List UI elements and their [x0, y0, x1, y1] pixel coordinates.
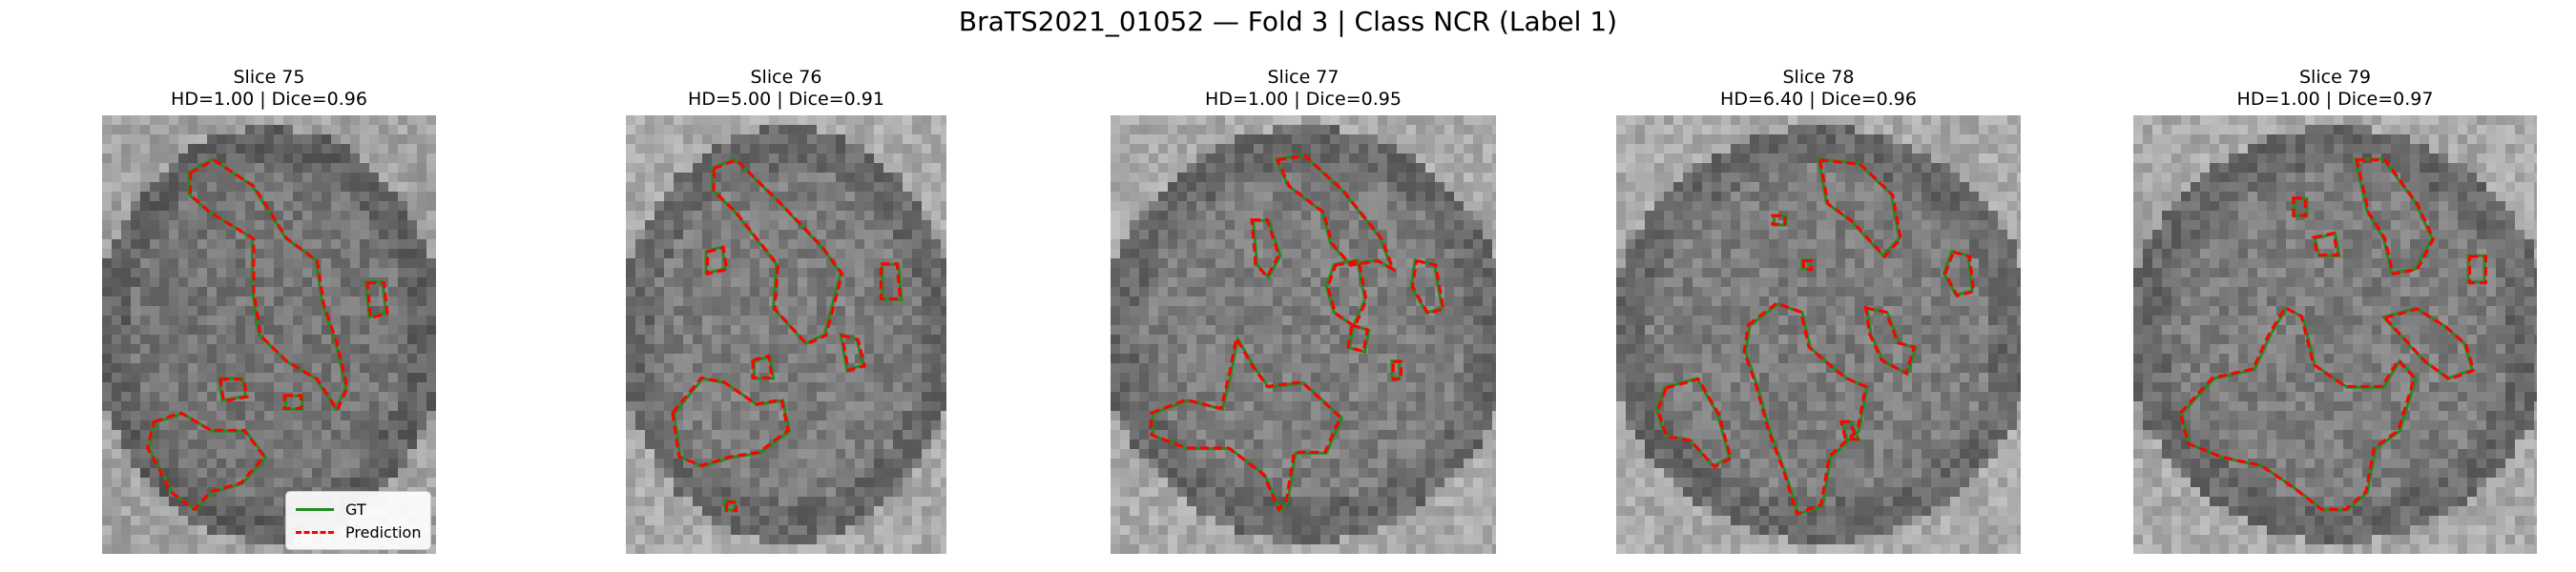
prediction-contour: [2311, 231, 2339, 256]
slice-panel-76: Slice 76 HD=5.00 | Dice=0.91: [626, 67, 946, 554]
slice-image-svg: [102, 115, 436, 554]
gt-contour: [1347, 323, 1371, 355]
prediction-contour: [2468, 255, 2487, 285]
mri-background: [1616, 115, 2021, 554]
prediction-contour: [1771, 214, 1787, 226]
slice-panel-79: Slice 79 HD=1.00 | Dice=0.97: [2133, 67, 2537, 554]
gt-contour: [2180, 306, 2418, 512]
solid-line-icon: [296, 507, 334, 511]
prediction-contour: [145, 411, 266, 512]
prediction-contour: [671, 376, 790, 467]
prediction-contour: [840, 333, 866, 373]
prediction-contour: [1802, 259, 1814, 272]
slice-panel-75: Slice 75 HD=1.00 | Dice=0.96 GT Prediction: [102, 67, 436, 554]
prediction-contour: [2355, 158, 2436, 276]
prediction-contour: [1150, 334, 1342, 513]
panel-metrics: HD=1.00 | Dice=0.97: [2236, 89, 2434, 110]
prediction-contour: [365, 281, 389, 320]
prediction-contour: [1276, 153, 1397, 274]
slice-image: [1616, 115, 2021, 554]
mri-background: [102, 115, 436, 554]
prediction-contour: [879, 262, 903, 300]
slice-image-svg: [1616, 115, 2021, 554]
legend-item: Prediction: [296, 521, 421, 543]
slice-image: [2133, 115, 2537, 554]
legend-label: GT: [345, 500, 366, 519]
figure-suptitle: BraTS2021_01052 — Fold 3 | Class NCR (La…: [958, 6, 1618, 37]
gt-contour: [672, 377, 792, 468]
prediction-contour: [218, 378, 249, 403]
prediction-contour: [2292, 196, 2307, 217]
panel-metrics: HD=6.40 | Dice=0.96: [1720, 89, 1917, 110]
gt-contour: [752, 355, 776, 380]
panel-metrics: HD=1.00 | Dice=0.95: [1205, 89, 1402, 110]
mri-background: [2133, 115, 2537, 554]
slice-image-svg: [2133, 115, 2537, 554]
slice-image-svg: [626, 115, 946, 554]
slice-panel-77: Slice 77 HD=1.00 | Dice=0.95: [1111, 67, 1496, 554]
prediction-contour: [1863, 305, 1917, 376]
prediction-contour: [1839, 419, 1860, 441]
slice-image-svg: [1111, 115, 1496, 554]
prediction-contour: [725, 500, 738, 513]
gt-contour: [2380, 306, 2475, 380]
panel-title: Slice 78: [1782, 67, 1855, 88]
legend-item: GT: [296, 498, 421, 521]
panel-title: Slice 76: [750, 67, 822, 88]
gt-contour: [1151, 335, 1344, 513]
prediction-contour: [2382, 307, 2476, 381]
prediction-contour: [1656, 378, 1733, 469]
prediction-contour: [189, 158, 349, 414]
prediction-contour: [1391, 359, 1402, 381]
prediction-contour: [1818, 158, 1902, 259]
prediction-contour: [1346, 323, 1369, 354]
slice-image: [1111, 115, 1496, 554]
panel-title: Slice 77: [1267, 67, 1340, 88]
panel-metrics: HD=1.00 | Dice=0.96: [171, 89, 367, 110]
mri-background: [626, 115, 946, 554]
slice-image: [626, 115, 946, 554]
panel-title: Slice 79: [2299, 67, 2371, 88]
slice-image: [102, 115, 436, 554]
legend: GT Prediction: [285, 491, 432, 550]
prediction-contour: [2178, 305, 2417, 511]
gt-contour: [704, 245, 727, 276]
legend-label: Prediction: [345, 522, 422, 541]
panel-metrics: HD=5.00 | Dice=0.91: [688, 89, 884, 110]
slice-panel-78: Slice 78 HD=6.40 | Dice=0.96: [1616, 67, 2021, 554]
prediction-contour: [1943, 250, 1976, 298]
dashed-line-icon: [296, 530, 334, 534]
mri-background: [1111, 115, 1496, 554]
prediction-contour: [1411, 258, 1445, 316]
panel-title: Slice 75: [233, 67, 305, 88]
prediction-contour: [712, 158, 844, 346]
prediction-contour: [1250, 218, 1280, 280]
prediction-contour: [282, 394, 302, 410]
prediction-contour: [1742, 301, 1868, 516]
